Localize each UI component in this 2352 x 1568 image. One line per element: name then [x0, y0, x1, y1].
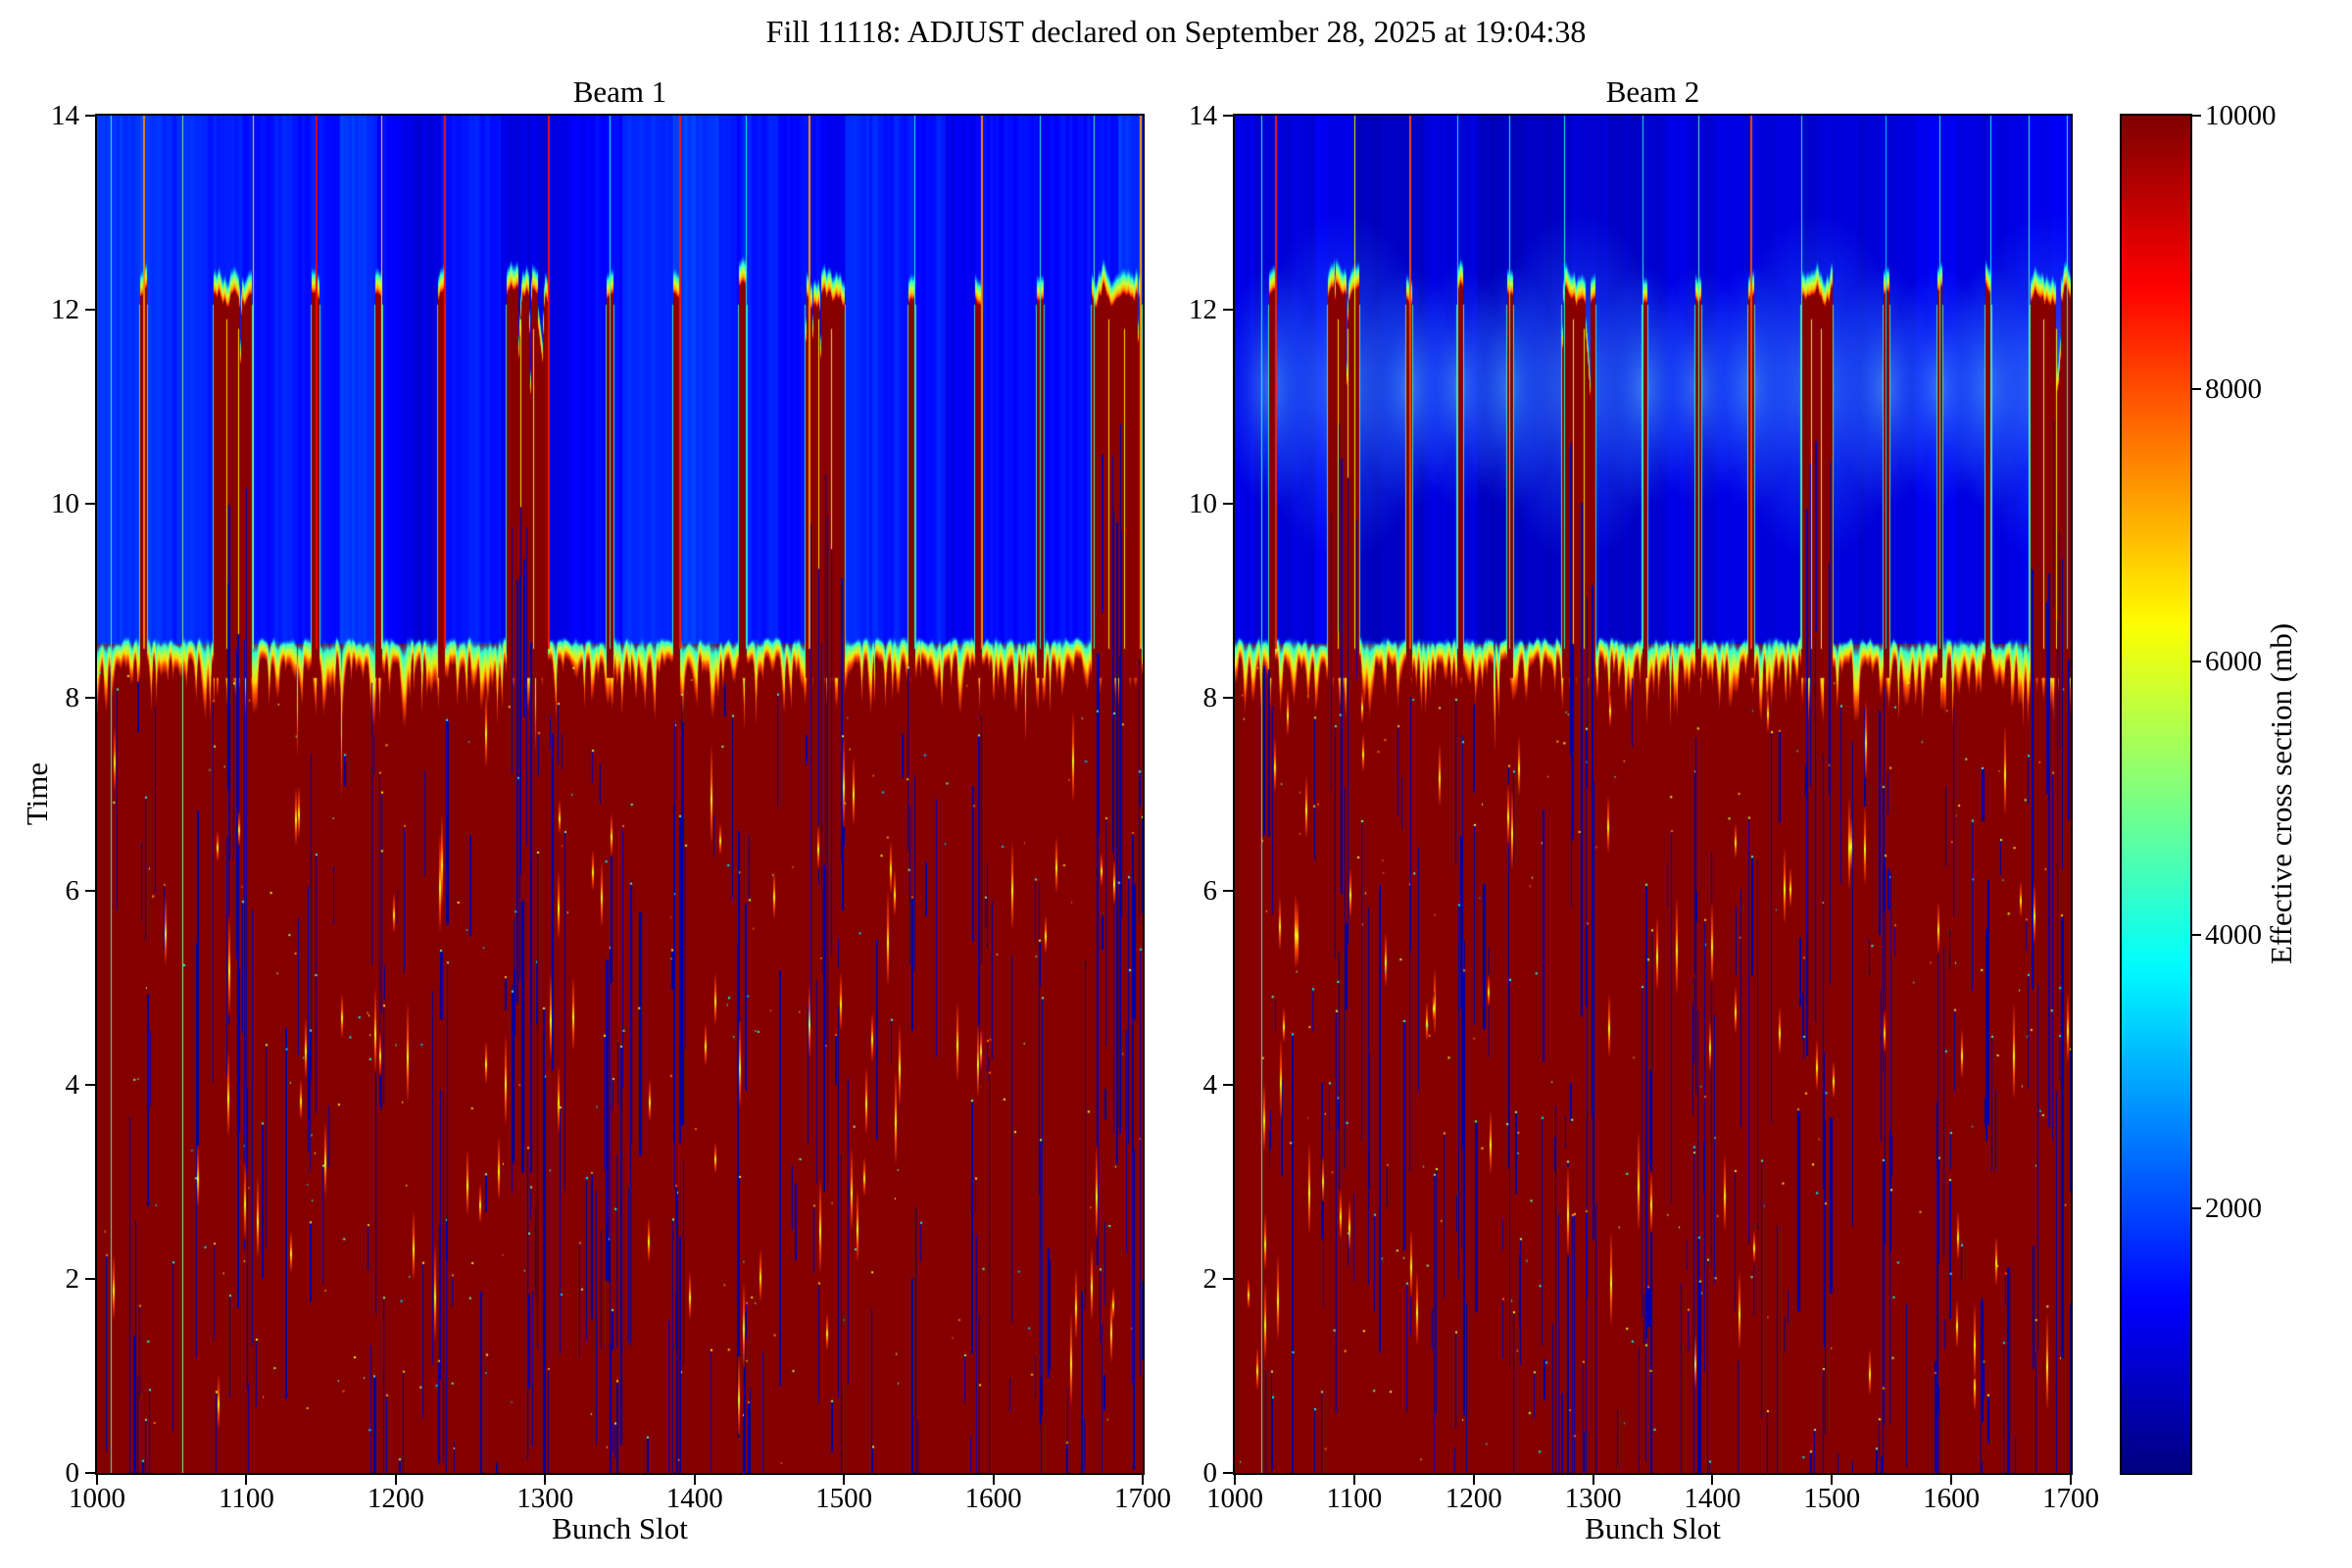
- colorbar: [2120, 114, 2192, 1475]
- beam2-x-tick-label: 1000: [1206, 1483, 1263, 1514]
- beam2-y-tick-label: 6: [1202, 875, 1218, 907]
- beam1-x-tick: [843, 1475, 846, 1485]
- beam1-x-tick-label: 1000: [69, 1483, 125, 1514]
- beam1-x-tick: [394, 1475, 397, 1485]
- beam1-y-tick: [85, 1472, 95, 1474]
- beam2-y-tick: [1223, 502, 1233, 505]
- beam1-title: Beam 1: [572, 74, 667, 109]
- beam1-x-tick-label: 1300: [516, 1483, 574, 1514]
- beam2-y-tick: [1223, 1472, 1233, 1474]
- colorbar-tick-label: 8000: [2205, 372, 2262, 405]
- beam2-y-tick: [1223, 308, 1233, 311]
- beam2-y-tick-label: 4: [1202, 1069, 1218, 1102]
- beam2-y-tick: [1223, 1278, 1233, 1281]
- beam1-x-tick-label: 1500: [815, 1483, 873, 1514]
- beam2-y-tick: [1223, 1084, 1233, 1087]
- beam2-x-tick-label: 1200: [1445, 1483, 1502, 1514]
- beam1-x-tick: [544, 1475, 547, 1485]
- beam1-y-tick: [85, 502, 95, 505]
- beam1-x-tick-label: 1400: [665, 1483, 723, 1514]
- beam1-y-tick-label: 8: [65, 681, 80, 713]
- beam1-y-tick-label: 10: [51, 487, 79, 519]
- beam2-x-tick-label: 1700: [2042, 1483, 2099, 1514]
- beam1-x-tick: [1142, 1475, 1144, 1485]
- beam2-y-tick-label: 2: [1202, 1263, 1218, 1296]
- beam1-y-tick: [85, 308, 95, 311]
- beam2-title: Beam 2: [1605, 74, 1700, 109]
- beam1-y-tick: [85, 1278, 95, 1281]
- beam2-x-tick: [1711, 1475, 1714, 1485]
- beam1-xaxis-label: Bunch Slot: [552, 1511, 688, 1545]
- beam2-y-tick-label: 8: [1202, 681, 1218, 713]
- beam1-x-tick-label: 1700: [1114, 1483, 1171, 1514]
- beam1-x-tick-label: 1100: [218, 1483, 274, 1514]
- beam2-y-tick: [1223, 890, 1233, 893]
- beam2-x-tick: [1234, 1475, 1236, 1485]
- beam1-x-tick: [992, 1475, 995, 1485]
- colorbar-tick-label: 10000: [2205, 100, 2277, 131]
- beam2-y-tick-label: 14: [1189, 100, 1217, 131]
- beam1-y-tick-label: 4: [65, 1069, 80, 1102]
- beam1-y-tick-label: 14: [51, 100, 79, 131]
- beam2-y-tick-label: 0: [1202, 1457, 1218, 1489]
- colorbar-tick: [2192, 661, 2201, 663]
- beam2-x-tick: [1831, 1475, 1834, 1485]
- beam1-y-tick: [85, 890, 95, 893]
- beam2-plot-area: [1233, 114, 2073, 1475]
- beam2-y-tick: [1223, 696, 1233, 699]
- beam1-y-tick: [85, 1084, 95, 1087]
- figure-title: Fill 11118: ADJUST declared on September…: [765, 14, 1587, 49]
- beam2-x-tick-label: 1400: [1684, 1483, 1741, 1514]
- beam2-x-tick-label: 1600: [1923, 1483, 1981, 1514]
- beam1-y-tick-label: 2: [65, 1263, 80, 1296]
- beam2-x-tick: [1592, 1475, 1594, 1485]
- beam2-x-tick: [1950, 1475, 1953, 1485]
- colorbar-tick: [2192, 934, 2201, 937]
- beam1-x-tick-label: 1600: [964, 1483, 1022, 1514]
- beam1-plot-area: [95, 114, 1145, 1475]
- beam2-x-tick: [1472, 1475, 1475, 1485]
- beam1-x-tick: [96, 1475, 98, 1485]
- yaxis-label: Time: [20, 761, 54, 826]
- beam2-y-tick-label: 12: [1189, 293, 1217, 325]
- beam2-x-tick-label: 1500: [1803, 1483, 1861, 1514]
- beam2-y-tick-label: 10: [1189, 487, 1217, 519]
- beam1-y-tick-label: 0: [65, 1457, 80, 1489]
- colorbar-tick: [2192, 387, 2201, 390]
- colorbar-tick-label: 4000: [2205, 919, 2262, 952]
- beam1-x-tick: [245, 1475, 248, 1485]
- beam2-xaxis-label: Bunch Slot: [1585, 1511, 1721, 1545]
- beam2-heatmap-canvas: [1235, 116, 2071, 1473]
- beam2-x-tick-label: 1100: [1326, 1483, 1383, 1514]
- beam1-heatmap-canvas: [97, 116, 1143, 1473]
- beam1-y-tick-label: 6: [65, 875, 80, 907]
- beam1-y-tick: [85, 115, 95, 117]
- beam1-x-tick-label: 1200: [367, 1483, 424, 1514]
- beam2-y-tick: [1223, 115, 1233, 117]
- colorbar-tick-label: 6000: [2205, 646, 2262, 678]
- beam2-x-tick: [1352, 1475, 1355, 1485]
- beam2-x-tick-label: 1300: [1564, 1483, 1622, 1514]
- colorbar-tick: [2192, 1206, 2201, 1209]
- colorbar-tick: [2192, 115, 2201, 117]
- colorbar-canvas: [2122, 116, 2190, 1473]
- beam1-y-tick: [85, 696, 95, 699]
- colorbar-tick-label: 2000: [2205, 1192, 2262, 1224]
- beam1-y-tick-label: 12: [51, 293, 79, 325]
- beam1-x-tick: [693, 1475, 696, 1485]
- beam2-x-tick: [2070, 1475, 2072, 1485]
